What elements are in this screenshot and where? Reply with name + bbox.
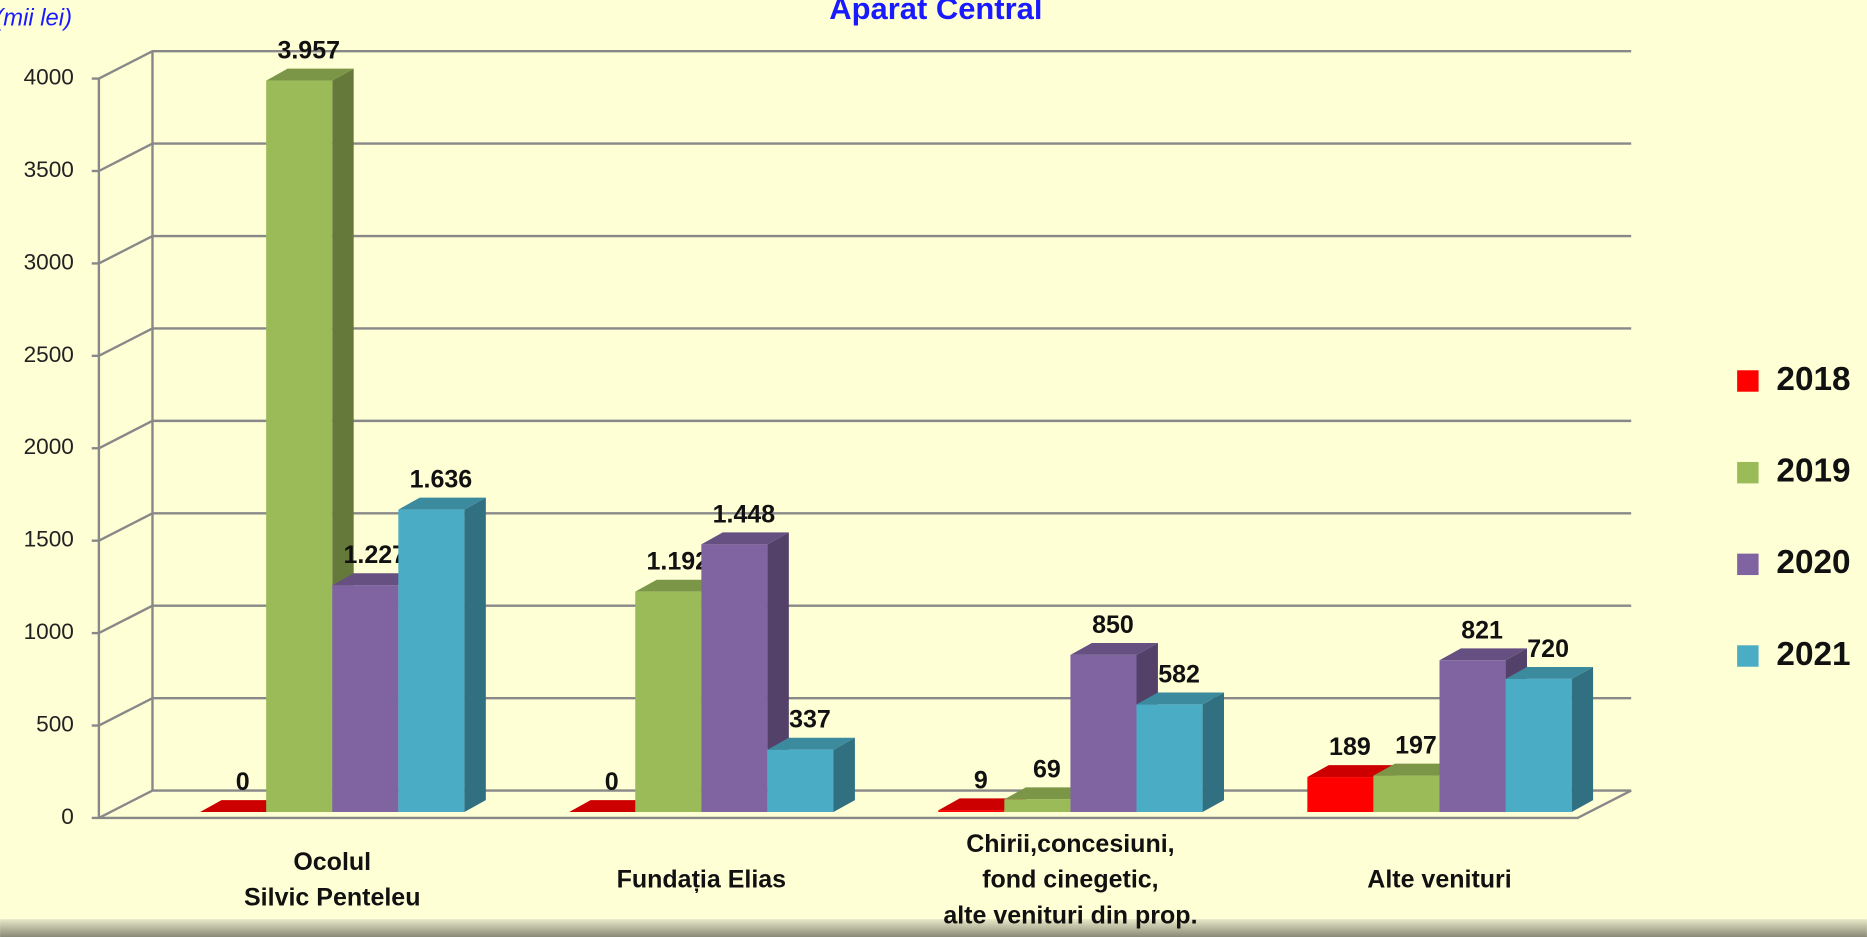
bar (701, 544, 768, 812)
data-label: 189 (1329, 733, 1371, 761)
floor-edge (98, 789, 1632, 820)
bar-top (938, 798, 1026, 811)
bar-top (1373, 763, 1461, 776)
bottom-band (0, 919, 1867, 937)
bar (398, 509, 465, 812)
y-tick-label: 2000 (24, 434, 74, 459)
legend-label: 2019 (1776, 452, 1850, 489)
grid-line (98, 142, 1632, 173)
data-label: 1.227 (344, 541, 407, 569)
bar-top (767, 737, 855, 750)
data-label: 1.448 (713, 500, 776, 528)
bar (1505, 678, 1572, 812)
bar-top (1439, 648, 1528, 661)
x-tick-label: fond cinegetic, (982, 866, 1158, 894)
legend-label: 2021 (1776, 636, 1850, 673)
bar-top (635, 579, 723, 592)
bar (1373, 775, 1440, 812)
x-tick-label: Silvic Penteleu (244, 884, 420, 912)
y-tick-label: 2500 (24, 342, 74, 367)
bar-top (1307, 765, 1395, 778)
x-tick-label: Chirii,concesiuni, (966, 830, 1174, 858)
bar-top (266, 68, 354, 81)
bar (1070, 654, 1137, 812)
bar-top (332, 573, 420, 586)
x-tick-label: alte venituri din prop. (943, 901, 1197, 929)
bar (1439, 660, 1506, 812)
bar-top (398, 497, 486, 510)
chart-title: Aparat Central (829, 0, 1042, 26)
x-tick-label: Ocolul (293, 848, 371, 876)
grid-line (98, 604, 1632, 635)
y-tick-label: 3000 (24, 249, 74, 274)
y-tick-label: 3500 (24, 157, 74, 182)
data-label: 0 (236, 768, 250, 796)
grid-line (98, 234, 1632, 265)
y-tick-label: 500 (36, 711, 74, 736)
bar-top (701, 532, 789, 545)
data-label: 197 (1395, 732, 1437, 760)
bar-top (1505, 666, 1594, 679)
y-tick-label: 1500 (24, 527, 74, 552)
bar (635, 591, 702, 812)
bar (1136, 704, 1203, 812)
bar (1307, 777, 1374, 812)
bar-side (833, 737, 855, 812)
x-tick-label: Alte venituri (1367, 866, 1511, 894)
bar-side (1571, 666, 1594, 812)
data-label: 69 (1033, 755, 1061, 783)
data-label: 582 (1158, 660, 1200, 688)
bar (767, 749, 834, 812)
bar (1004, 799, 1071, 812)
legend-swatch (1737, 370, 1759, 392)
data-label: 1.636 (410, 466, 473, 494)
data-label: 850 (1092, 611, 1134, 639)
legend-swatch (1737, 645, 1759, 667)
bar-top (1004, 787, 1092, 800)
grid-line (98, 419, 1632, 450)
legend-label: 2018 (1776, 361, 1850, 398)
grid-line (98, 50, 1632, 80)
legend-swatch (1737, 553, 1759, 576)
bar (332, 585, 399, 812)
bar-side (464, 497, 486, 812)
unit-label: (mii lei) (0, 4, 72, 31)
x-tick-label: Fundația Elias (617, 866, 786, 894)
data-label: 821 (1461, 616, 1503, 644)
bar (266, 80, 333, 812)
bar (938, 810, 1005, 812)
bar-top (1070, 642, 1158, 655)
data-label: 720 (1527, 635, 1569, 663)
legend-swatch (1737, 461, 1759, 484)
data-label: 337 (789, 706, 831, 734)
bar-top (200, 800, 288, 812)
grid-line (98, 512, 1632, 542)
bar-top (569, 800, 657, 812)
data-label: 9 (974, 766, 988, 794)
legend-label: 2020 (1776, 544, 1850, 581)
y-tick-label: 0 (61, 804, 74, 829)
y-tick-label: 4000 (24, 65, 74, 90)
y-tick-label: 1000 (24, 619, 74, 644)
grid-line (98, 327, 1632, 357)
data-label: 0 (605, 768, 619, 796)
bar-top (1136, 692, 1225, 705)
data-label: 3.957 (277, 37, 340, 65)
bar-side (1202, 692, 1225, 812)
data-label: 1.192 (647, 548, 710, 576)
